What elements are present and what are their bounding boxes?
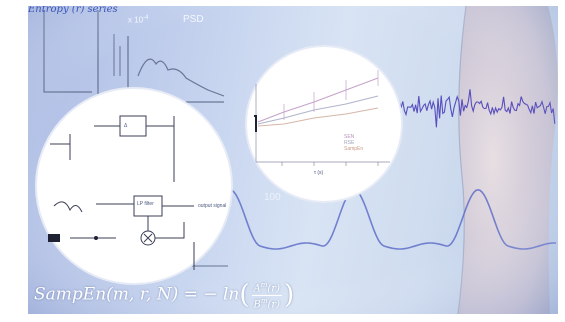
collage-image: Entropy (r) series x 10-4 PSD 100 — [28, 6, 558, 314]
block-bottom-label: LP filter — [137, 201, 154, 207]
psd-scale-label: x 10-4 — [128, 15, 149, 25]
psd-bottom-label: 100 — [264, 192, 281, 203]
legend-entry: RSE — [344, 140, 355, 146]
line-plot-circle — [245, 45, 403, 203]
formula-lhs: SampEn(m, r, N) = − ln — [34, 284, 240, 305]
formula-fraction: Am(r) Bm(r) — [251, 281, 282, 310]
legend-entry: SampEn — [344, 146, 364, 152]
legend-entry: SEN — [344, 134, 355, 140]
psd-title: PSD — [183, 14, 204, 25]
series-3-line — [257, 107, 379, 127]
line-plot-legend: SEN RSE SampEn — [344, 134, 363, 152]
header-scribble: Entropy (r) series — [28, 6, 118, 14]
output-label: output signal — [198, 203, 227, 209]
block-top-label: Δ — [124, 123, 128, 129]
line-plot-x-label: τ (s) — [314, 170, 324, 176]
sample-entropy-formula: SampEn(m, r, N) = − ln(Am(r) Bm(r)) — [34, 280, 295, 310]
block-diagram-circle — [35, 87, 233, 285]
